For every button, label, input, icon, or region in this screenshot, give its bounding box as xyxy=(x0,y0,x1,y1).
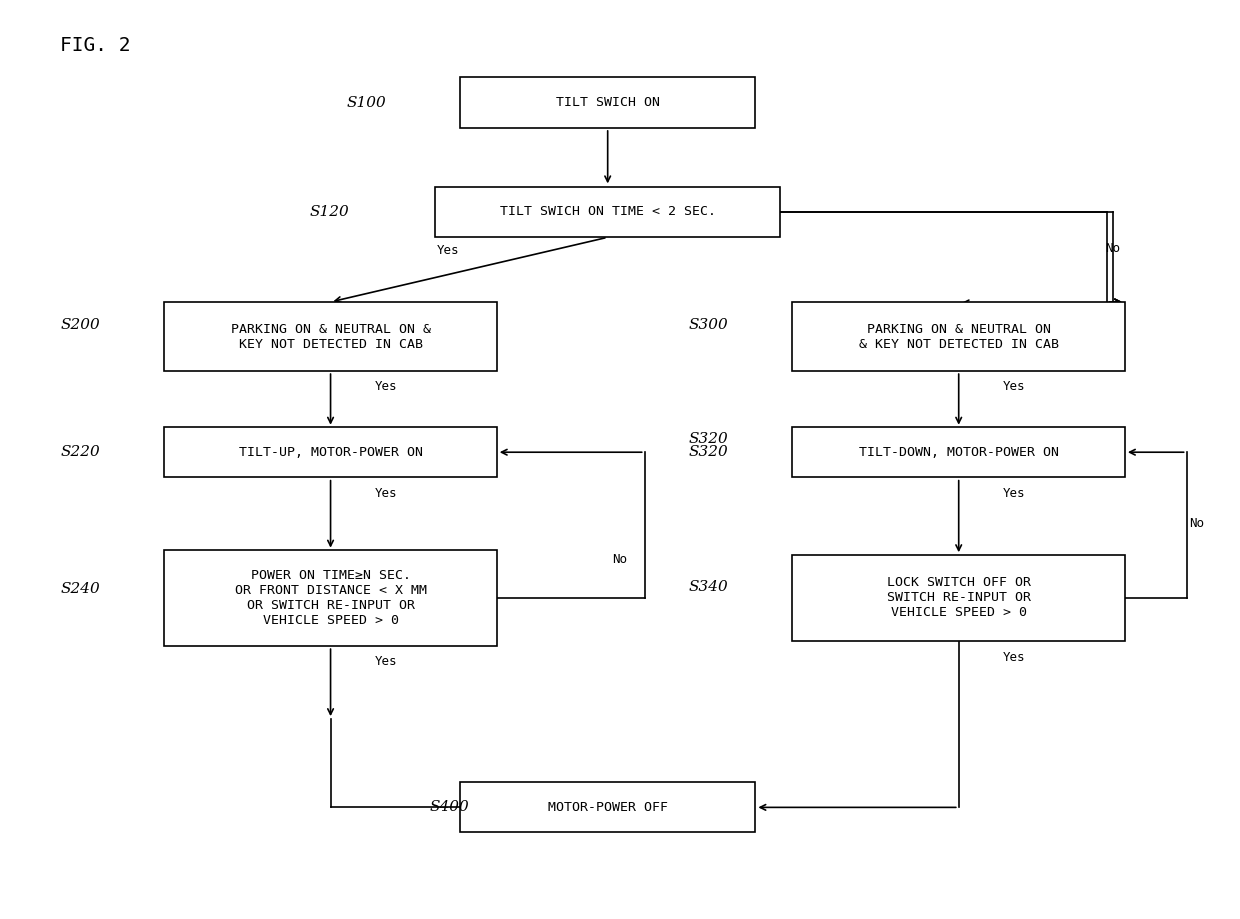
Text: S100: S100 xyxy=(346,96,386,109)
FancyBboxPatch shape xyxy=(164,550,497,646)
Text: No: No xyxy=(1189,516,1204,529)
Text: MOTOR-POWER OFF: MOTOR-POWER OFF xyxy=(548,800,667,814)
Text: TILT SWICH ON: TILT SWICH ON xyxy=(556,96,660,109)
Text: Yes: Yes xyxy=(1003,380,1025,393)
Text: S320: S320 xyxy=(688,432,728,446)
Text: S340: S340 xyxy=(688,580,728,594)
Text: S300: S300 xyxy=(688,318,728,332)
Text: TILT-DOWN, MOTOR-POWER ON: TILT-DOWN, MOTOR-POWER ON xyxy=(859,446,1059,459)
Text: Yes: Yes xyxy=(1003,651,1025,664)
FancyBboxPatch shape xyxy=(792,302,1125,370)
Text: Yes: Yes xyxy=(1003,487,1025,500)
Text: Yes: Yes xyxy=(374,487,397,500)
Text: S240: S240 xyxy=(61,582,100,596)
Text: Yes: Yes xyxy=(436,244,459,256)
FancyBboxPatch shape xyxy=(435,187,780,237)
Text: TILT-UP, MOTOR-POWER ON: TILT-UP, MOTOR-POWER ON xyxy=(238,446,423,459)
Text: LOCK SWITCH OFF OR
SWITCH RE-INPUT OR
VEHICLE SPEED > 0: LOCK SWITCH OFF OR SWITCH RE-INPUT OR VE… xyxy=(887,576,1030,619)
Text: S320: S320 xyxy=(688,445,728,460)
Text: PARKING ON & NEUTRAL ON &
KEY NOT DETECTED IN CAB: PARKING ON & NEUTRAL ON & KEY NOT DETECT… xyxy=(231,323,430,350)
Text: No: No xyxy=(1105,242,1120,255)
Text: S220: S220 xyxy=(61,445,100,460)
Text: Yes: Yes xyxy=(374,380,397,393)
Text: S400: S400 xyxy=(430,800,470,814)
Text: FIG. 2: FIG. 2 xyxy=(60,36,130,55)
Text: TILT SWICH ON TIME < 2 SEC.: TILT SWICH ON TIME < 2 SEC. xyxy=(500,205,715,219)
FancyBboxPatch shape xyxy=(792,555,1125,641)
Text: Yes: Yes xyxy=(374,655,397,668)
Text: POWER ON TIME≥N SEC.
OR FRONT DISTANCE < X MM
OR SWITCH RE-INPUT OR
VEHICLE SPEE: POWER ON TIME≥N SEC. OR FRONT DISTANCE <… xyxy=(234,569,427,627)
FancyBboxPatch shape xyxy=(792,427,1125,477)
Text: S200: S200 xyxy=(61,318,100,332)
Text: No: No xyxy=(613,553,627,566)
Text: S120: S120 xyxy=(309,205,348,219)
FancyBboxPatch shape xyxy=(164,427,497,477)
FancyBboxPatch shape xyxy=(460,77,755,128)
FancyBboxPatch shape xyxy=(460,782,755,833)
FancyBboxPatch shape xyxy=(164,302,497,370)
Text: PARKING ON & NEUTRAL ON
& KEY NOT DETECTED IN CAB: PARKING ON & NEUTRAL ON & KEY NOT DETECT… xyxy=(859,323,1059,350)
